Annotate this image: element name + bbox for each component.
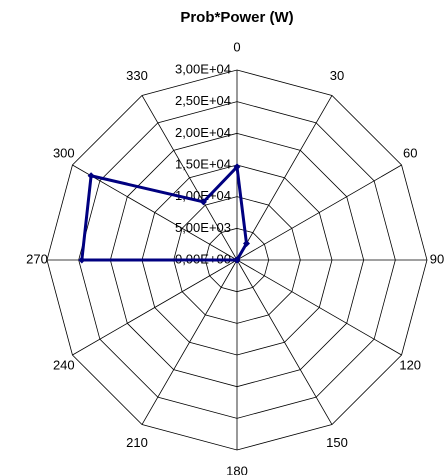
grid-ring: [46, 69, 428, 451]
category-label: 300: [53, 145, 75, 160]
category-label: 240: [53, 357, 75, 372]
category-label: 0: [233, 39, 240, 54]
r-tick-label: 2,00E+04: [175, 125, 231, 140]
category-label: 330: [126, 68, 148, 83]
data-point: [243, 240, 250, 248]
grid: 0,00E+005,00E+031,00E+041,50E+042,00E+04…: [26, 39, 444, 475]
r-tick-label: 2,50E+04: [175, 93, 231, 108]
grid-ring: [173, 196, 301, 324]
category-label: 60: [403, 145, 417, 160]
r-tick-label: 3,00E+04: [175, 61, 231, 76]
category-label: 150: [326, 435, 348, 450]
r-tick-label: 5,00E+03: [175, 220, 231, 235]
grid-ring: [109, 132, 365, 388]
data-point: [233, 163, 241, 171]
category-label: 180: [226, 463, 248, 475]
category-label: 30: [330, 68, 344, 83]
category-label: 270: [26, 251, 48, 266]
data-point: [199, 198, 207, 206]
grid-ring: [141, 164, 333, 356]
plot-area: [78, 163, 250, 264]
chart-title: Prob*Power (W): [180, 9, 293, 26]
category-label: 120: [399, 357, 421, 372]
r-tick-label: 1,50E+04: [175, 156, 231, 171]
series-line: [80, 163, 249, 262]
category-label: 90: [430, 251, 444, 266]
category-label: 210: [126, 435, 148, 450]
grid-ring: [204, 227, 270, 293]
data-point: [87, 172, 95, 180]
data-point: [78, 256, 86, 264]
grid-ring: [78, 101, 396, 419]
data-point: [233, 256, 241, 264]
